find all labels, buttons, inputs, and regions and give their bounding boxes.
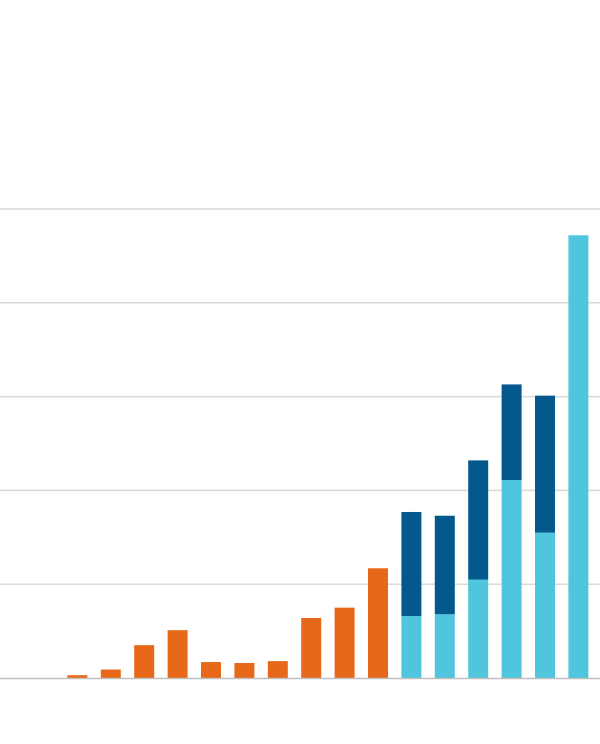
bar-4-segment-1 [134, 645, 155, 678]
bar-14-segment-1 [468, 579, 489, 678]
bar-2-segment-1 [67, 675, 88, 678]
bar-9-segment-1 [301, 617, 322, 678]
bar-14-segment-2 [468, 460, 489, 580]
bar-15-segment-1 [501, 480, 522, 678]
bar-12-segment-1 [401, 616, 422, 678]
bar-5-segment-1 [167, 630, 188, 678]
gridlines [0, 208, 600, 585]
bar-13-segment-2 [434, 515, 455, 615]
bar-11-segment-1 [368, 568, 388, 678]
bar-13-segment-1 [434, 614, 455, 678]
bar-6-segment-1 [201, 662, 221, 678]
bar-7-segment-1 [234, 662, 255, 678]
bar-series [67, 235, 589, 678]
bar-17-segment-1 [568, 235, 589, 678]
bar-16-segment-2 [535, 395, 555, 533]
bar-15-segment-2 [501, 384, 522, 481]
bar-10-segment-1 [334, 607, 355, 678]
bar-16-segment-1 [535, 532, 555, 678]
bar-12-segment-2 [401, 511, 422, 617]
bar-8-segment-1 [267, 661, 288, 678]
bar-3-segment-1 [100, 669, 121, 678]
